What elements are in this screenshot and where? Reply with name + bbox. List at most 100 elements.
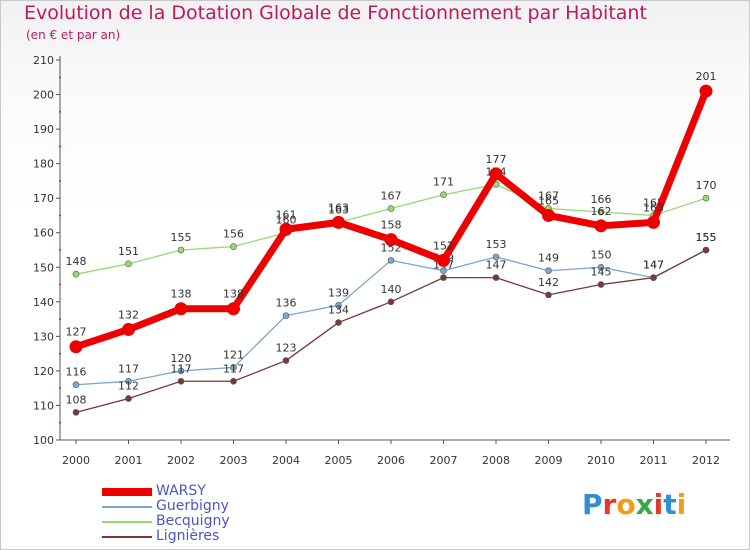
y-tick-label: 130	[33, 330, 54, 343]
legend-item-warsy: WARSY	[102, 484, 230, 499]
data-label: 147	[486, 259, 507, 272]
data-point	[387, 257, 395, 264]
x-tick-label: 2008	[482, 454, 510, 467]
data-point	[282, 312, 290, 319]
data-point	[440, 267, 447, 275]
data-label: 151	[118, 245, 139, 258]
data-label: 112	[118, 380, 139, 393]
data-label: 162	[591, 205, 612, 218]
legend-item-becquigny: Becquigny	[102, 514, 230, 529]
data-point	[702, 194, 710, 202]
data-label: 177	[486, 153, 507, 166]
y-tick-label: 170	[33, 192, 54, 205]
data-label: 160	[276, 214, 297, 227]
data-label: 132	[118, 308, 139, 321]
data-point	[492, 253, 500, 261]
data-point	[72, 409, 80, 416]
data-label: 167	[381, 190, 402, 203]
data-label: 170	[696, 179, 717, 192]
data-label: 148	[66, 255, 87, 268]
legend-label: WARSY	[156, 483, 206, 499]
y-minor-tick	[59, 387, 61, 390]
data-point	[387, 205, 395, 212]
chart-title: Evolution de la Dotation Globale de Fonc…	[24, 2, 647, 24]
y-tick-label: 100	[33, 434, 54, 447]
x-tick-label: 2009	[535, 454, 563, 467]
data-point	[384, 233, 398, 247]
legend-swatch	[102, 505, 152, 508]
x-tick-label: 2007	[430, 454, 458, 467]
y-minor-tick	[59, 179, 61, 182]
data-point	[122, 322, 135, 336]
legend-label: Guerbigny	[156, 498, 229, 514]
legend-item-guerbigny: Guerbigny	[102, 499, 230, 514]
y-tick-label: 180	[33, 158, 54, 171]
legend-swatch	[102, 520, 152, 523]
legend-label: Lignières	[156, 528, 220, 544]
data-label: 167	[538, 190, 559, 203]
x-tick-label: 2005	[325, 454, 353, 467]
x-tick-label: 2010	[587, 454, 615, 467]
data-label: 121	[223, 348, 244, 361]
y-tick-label: 110	[33, 399, 54, 412]
data-label: 155	[171, 231, 192, 244]
data-label: 116	[66, 366, 87, 379]
data-point	[125, 260, 132, 268]
data-point	[597, 281, 605, 288]
data-label: 138	[223, 288, 244, 301]
y-tick-label: 160	[33, 227, 54, 240]
data-label: 155	[696, 231, 717, 244]
data-label: 138	[171, 288, 192, 301]
data-label: 108	[66, 393, 87, 406]
y-minor-tick	[59, 145, 61, 148]
data-label: 163	[328, 201, 349, 214]
data-label: 163	[328, 203, 349, 216]
data-point	[72, 270, 80, 278]
y-tick-label: 120	[33, 365, 54, 378]
data-label: 142	[538, 276, 559, 289]
data-label: 165	[538, 194, 559, 207]
x-tick-label: 2004	[272, 454, 300, 467]
x-tick-label: 2000	[62, 454, 90, 467]
data-point	[227, 302, 240, 316]
data-point	[437, 253, 450, 267]
data-point	[174, 302, 188, 316]
data-point	[594, 219, 608, 233]
data-point	[230, 364, 237, 371]
data-label: 149	[538, 252, 559, 265]
data-point	[177, 246, 185, 254]
y-minor-tick	[59, 249, 61, 251]
data-point	[69, 340, 83, 354]
y-tick-label: 140	[33, 296, 54, 309]
chart-subtitle: (en € et par an)	[26, 28, 121, 42]
data-label: 117	[223, 362, 244, 375]
proxiti-logo: Proxiti	[582, 488, 687, 521]
data-point	[279, 222, 293, 236]
data-label: 127	[66, 326, 87, 339]
data-label: 155	[696, 231, 717, 244]
y-minor-tick	[59, 352, 61, 355]
data-label: 153	[486, 238, 507, 251]
data-point	[440, 274, 447, 281]
data-point	[702, 246, 710, 254]
data-label: 152	[433, 239, 454, 252]
data-point	[545, 291, 552, 299]
data-point	[489, 167, 503, 181]
data-label: 134	[328, 304, 349, 317]
legend-swatch	[102, 535, 152, 538]
data-point	[650, 274, 657, 281]
data-point	[177, 377, 185, 385]
data-point	[335, 301, 342, 309]
data-label: 136	[276, 297, 297, 310]
legend-item-ligni-res: Lignières	[102, 529, 230, 544]
data-label: 166	[591, 193, 612, 206]
x-tick-label: 2011	[640, 454, 668, 467]
data-label: 156	[223, 228, 244, 241]
data-label: 140	[381, 283, 402, 296]
y-minor-tick	[59, 283, 61, 286]
data-label: 147	[643, 259, 664, 272]
series-line-ligni-res	[75, 249, 707, 414]
x-tick-label: 2002	[167, 454, 195, 467]
